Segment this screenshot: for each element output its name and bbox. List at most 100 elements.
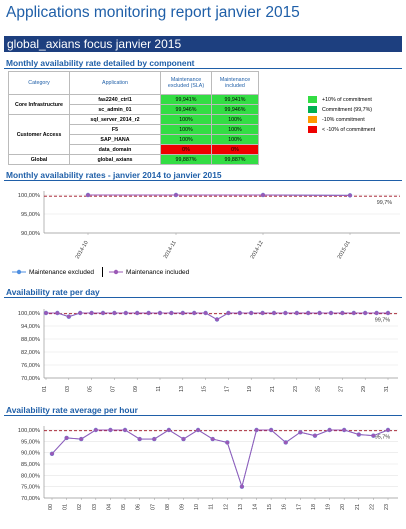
cell-maint-included: 0% — [211, 144, 259, 155]
excluded-legend-marker — [12, 269, 26, 275]
cell-application: sql_server_2014_r2 — [69, 114, 161, 125]
cell-category: Core Infrastructure — [8, 94, 70, 115]
included-point — [55, 311, 60, 315]
x-tick-label: 15 — [202, 386, 208, 392]
status-legend-swatch — [308, 126, 317, 133]
y-tick-label: 75,00% — [21, 485, 40, 491]
x-tick-label: 2014-11 — [163, 240, 178, 260]
included-point — [66, 314, 71, 319]
y-tick-label: 70,00% — [21, 496, 40, 502]
x-tick-label: 03 — [92, 504, 98, 510]
cell-maint-included: 99,946% — [211, 104, 259, 115]
included-point — [79, 437, 84, 441]
y-tick-label: 100,00% — [18, 193, 40, 199]
y-tick-label: 90,00% — [21, 451, 40, 457]
section-daily-title: Availability rate per day — [6, 287, 100, 297]
y-tick-label: 95,00% — [21, 212, 40, 218]
status-legend-item: +10% of commitment — [308, 96, 372, 103]
header-maint-included: Maintenance included — [211, 71, 259, 95]
y-tick-label: 100,00% — [18, 428, 40, 434]
x-tick-label: 04 — [106, 504, 112, 510]
cell-application: SAP_HANA — [69, 134, 161, 145]
daily-availability-chart: 100,00% 94,00% 88,00% 82,00% 76,00% 70,00%01 0… — [18, 309, 398, 392]
included-legend-label: Maintenance included — [126, 268, 190, 276]
cell-application: fas2240_ctrl1 — [69, 94, 161, 105]
x-tick-label: 05 — [88, 386, 94, 392]
y-tick-label: 80,00% — [21, 473, 40, 479]
included-point — [237, 311, 242, 315]
x-tick-label: 11 — [156, 386, 162, 392]
included-point — [123, 428, 127, 432]
included-point — [192, 311, 197, 315]
y-tick-label: 94,00% — [21, 324, 40, 330]
cell-category: Customer Access — [8, 114, 70, 155]
x-tick-label: 09 — [133, 386, 139, 392]
included-point — [254, 428, 259, 432]
included-point — [210, 437, 215, 441]
included-point — [203, 311, 208, 315]
status-legend-item: Commitment (99,7%) — [308, 106, 372, 113]
cell-maint-excluded: 99,946% — [160, 104, 212, 115]
x-tick-label: 18 — [311, 504, 317, 510]
excluded-series-line — [51, 429, 389, 489]
table-row: Customer Access sql_server_2014_r2 100% 100… — [8, 114, 259, 155]
x-tick-label: 06 — [136, 504, 142, 510]
included-point — [135, 311, 140, 315]
x-tick-label: 19 — [326, 504, 332, 510]
status-legend-label: Commitment (99,7%) — [322, 106, 373, 113]
included-point — [356, 432, 361, 437]
y-tick-label: 85,00% — [21, 462, 40, 468]
cell-application: data_domain — [69, 144, 161, 155]
x-tick-label: 16 — [282, 504, 288, 510]
included-point — [137, 437, 142, 441]
included-point — [386, 428, 390, 432]
included-point — [108, 428, 113, 432]
x-tick-label: 08 — [165, 504, 171, 510]
included-series-line — [51, 429, 389, 489]
included-point — [342, 428, 347, 432]
y-tick-label: 88,00% — [21, 337, 40, 343]
cell-maint-excluded: 99,887% — [160, 154, 212, 165]
included-point — [174, 193, 178, 197]
x-tick-label: 2014-12 — [250, 240, 265, 260]
x-tick-label: 2015-01 — [337, 240, 352, 260]
x-tick-label: 23 — [384, 504, 390, 510]
included-point — [50, 451, 54, 456]
included-point — [261, 193, 265, 197]
commitment-label: 95,7% — [375, 435, 390, 441]
x-tick-label: 01 — [42, 386, 48, 392]
included-point — [86, 193, 90, 197]
x-tick-label: 21 — [355, 504, 361, 510]
cell-category: Global — [8, 154, 70, 165]
cell-maint-included: 99,941% — [211, 94, 259, 105]
x-tick-label: 01 — [63, 504, 69, 510]
included-point — [340, 311, 345, 315]
included-point — [374, 311, 379, 315]
included-point — [93, 428, 98, 432]
x-tick-label: 27 — [338, 386, 344, 392]
included-point — [313, 433, 317, 438]
included-point — [298, 430, 303, 435]
included-point — [158, 311, 162, 315]
included-point — [371, 433, 376, 438]
included-point — [269, 428, 274, 432]
included-point — [240, 484, 244, 489]
included-point — [181, 437, 186, 441]
x-tick-label: 07 — [110, 386, 116, 392]
x-tick-label: 14 — [253, 504, 259, 510]
y-tick-label: 95,00% — [21, 439, 40, 445]
included-point — [386, 311, 390, 315]
x-tick-label: 09 — [179, 504, 185, 510]
commitment-label: 99,7% — [377, 200, 392, 206]
x-tick-label: 02 — [77, 504, 83, 510]
monthly-availability-chart: 100,00% 95,00% 90,00% 2014-10 2014-11 2014-12… — [18, 191, 400, 260]
status-legend-label: < -10% of commitment — [322, 126, 376, 133]
header-maint-excluded: Maintenance excluded (SLA) — [160, 71, 212, 95]
x-tick-label: 10 — [194, 504, 200, 510]
included-point — [226, 311, 231, 315]
cell-maint-excluded: 99,941% — [160, 94, 212, 105]
x-tick-label: 22 — [369, 504, 375, 510]
included-point — [169, 311, 174, 315]
included-point — [348, 193, 352, 198]
cell-maint-included: 100% — [211, 114, 259, 125]
